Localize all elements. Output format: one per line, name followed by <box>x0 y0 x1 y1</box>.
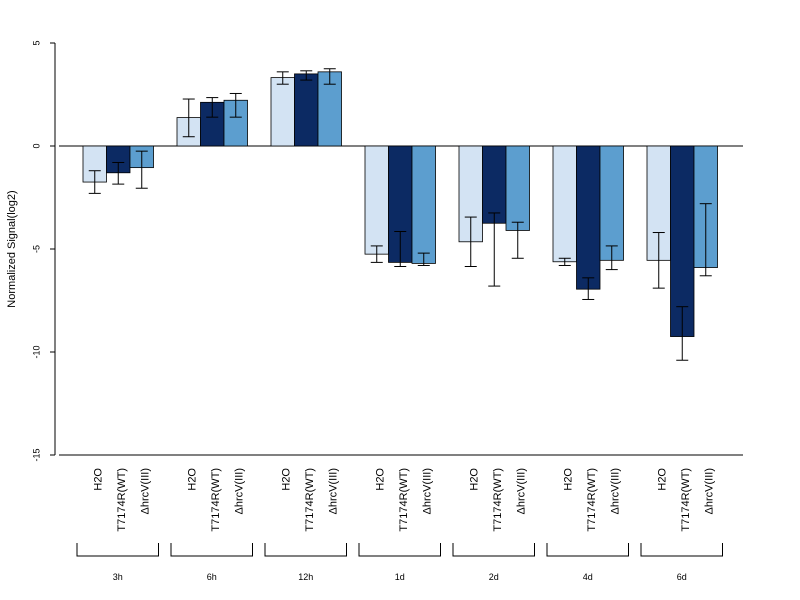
category-label: ΔhrcV(III) <box>422 468 434 514</box>
bar-2d-1 <box>482 145 507 224</box>
y-axis-label: Normalized Signal(log2) <box>6 190 18 307</box>
category-label: T7174R(WT) <box>398 468 410 532</box>
category-label: ΔhrcV(III) <box>516 468 528 514</box>
category-label: T7174R(WT) <box>492 468 504 532</box>
group-label: 3h <box>113 572 123 582</box>
category-label: H2O <box>469 468 481 491</box>
bar-12h-0 <box>270 77 295 147</box>
bar-4d-1 <box>576 145 601 290</box>
category-label: ΔhrcV(III) <box>234 468 246 514</box>
bar-2d-2 <box>505 145 530 231</box>
y-tick-label: -10 <box>31 345 41 358</box>
group-bracket <box>452 543 535 557</box>
category-label: ΔhrcV(III) <box>140 468 152 514</box>
bar-4d-0 <box>552 145 577 263</box>
error-bars <box>88 68 712 361</box>
category-label: H2O <box>281 468 293 491</box>
group-label: 6h <box>207 572 217 582</box>
group-label: 12h <box>298 572 313 582</box>
bars <box>82 71 718 337</box>
bar-1d-0 <box>364 145 389 255</box>
group-label: 6d <box>677 572 687 582</box>
group-bracket <box>264 543 347 557</box>
category-label: T7174R(WT) <box>210 468 222 532</box>
category-label: H2O <box>187 468 199 491</box>
category-label: T7174R(WT) <box>586 468 598 532</box>
group-bracket <box>640 543 723 557</box>
category-label: T7174R(WT) <box>116 468 128 532</box>
bar-12h-1 <box>294 73 319 147</box>
group-bracket <box>76 543 159 557</box>
category-label: T7174R(WT) <box>304 468 316 532</box>
bar-1d-2 <box>411 145 436 264</box>
bar-4d-2 <box>599 145 624 261</box>
category-label: H2O <box>657 468 669 491</box>
group-brackets: 3h 6h 12h 1d 2d 4d 6d <box>76 543 723 582</box>
group-label: 4d <box>583 572 593 582</box>
category-label: H2O <box>375 468 387 491</box>
category-label: T7174R(WT) <box>680 468 692 532</box>
category-label: ΔhrcV(III) <box>610 468 622 514</box>
category-label: ΔhrcV(III) <box>704 468 716 514</box>
group-label: 1d <box>395 572 405 582</box>
group-bracket <box>170 543 253 557</box>
group-label: 2d <box>489 572 499 582</box>
category-label: H2O <box>563 468 575 491</box>
category-label: ΔhrcV(III) <box>328 468 340 514</box>
category-label: H2O <box>93 468 105 491</box>
y-tick-label: -15 <box>31 448 41 461</box>
y-tick-label: 5 <box>31 40 41 45</box>
y-axis: 5 0 -5 -10 -15 <box>31 40 56 462</box>
group-bracket <box>358 543 441 557</box>
category-labels: H2O T7174R(WT) ΔhrcV(III) H2O T7174R(WT) Δhrc… <box>93 468 716 532</box>
group-bracket <box>546 543 629 557</box>
y-tick-label: -5 <box>31 245 41 253</box>
y-tick-label: 0 <box>31 143 41 148</box>
